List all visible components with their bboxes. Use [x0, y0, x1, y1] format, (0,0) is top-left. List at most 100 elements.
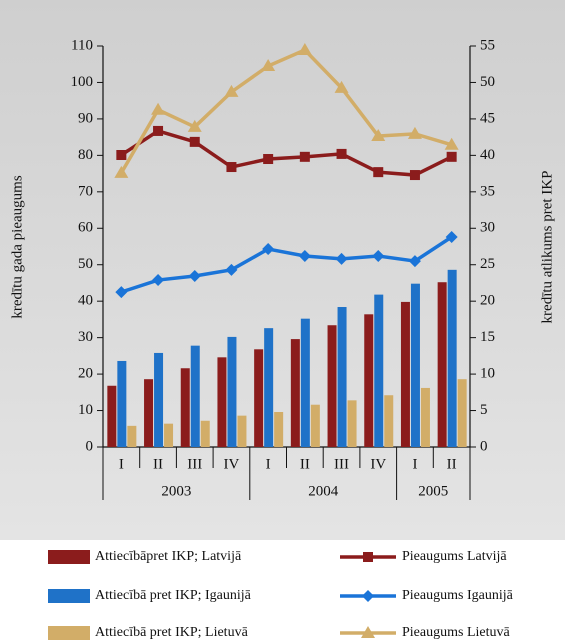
bar — [400, 301, 410, 447]
bar — [190, 345, 200, 447]
line-marker — [335, 252, 348, 265]
line-marker — [116, 149, 127, 160]
y-tick-label: 70 — [78, 183, 93, 199]
bar — [384, 395, 394, 447]
y-tick-label: 100 — [71, 74, 94, 90]
line — [120, 129, 453, 177]
chart-background — [0, 0, 565, 540]
bar — [347, 400, 357, 447]
line — [119, 47, 453, 174]
x-tick-label: III — [187, 456, 202, 472]
bar — [364, 314, 374, 447]
legend-marker — [361, 626, 375, 638]
line-marker — [297, 43, 312, 56]
line-marker — [152, 274, 165, 287]
y-tick-label: 50 — [78, 256, 93, 272]
line-marker — [299, 151, 310, 162]
y2-tick-label: 40 — [480, 147, 495, 163]
y-tick-label: 40 — [78, 293, 93, 309]
x-group-label: 2004 — [308, 483, 339, 499]
line-marker — [336, 148, 347, 159]
legend-marker — [363, 552, 373, 562]
bar — [374, 294, 384, 447]
line-marker — [226, 162, 237, 173]
bar — [410, 283, 420, 447]
legend-label: Pieaugums Igaunijā — [402, 588, 514, 603]
bar — [144, 379, 154, 447]
legend-label: Pieaugums Lietuvā — [402, 625, 510, 640]
x-group-label: 2005 — [418, 483, 448, 499]
bar — [164, 423, 174, 447]
line-marker — [446, 151, 457, 162]
bar — [300, 318, 310, 447]
bar — [447, 269, 457, 447]
bar — [200, 420, 210, 447]
y-tick-label: 10 — [78, 402, 93, 418]
line-marker — [153, 125, 164, 136]
bar — [254, 349, 264, 447]
line-marker — [187, 119, 202, 132]
y2-tick-label: 30 — [480, 220, 495, 236]
line-marker — [408, 255, 421, 268]
line-marker — [444, 137, 459, 150]
bar — [237, 415, 247, 447]
line-marker — [373, 167, 384, 178]
x-group-label: 2003 — [161, 483, 191, 499]
bar — [227, 336, 237, 447]
line-marker — [298, 249, 311, 262]
y-tick-label: 90 — [78, 110, 93, 126]
y2-tick-label: 15 — [480, 329, 495, 345]
bar — [217, 357, 227, 447]
bar — [117, 360, 127, 447]
legend-label: Attiecībā pret IKP; Lietuvā — [95, 625, 249, 640]
x-tick-label: II — [300, 456, 310, 472]
line-marker — [409, 170, 420, 181]
x-tick-label: I — [266, 456, 271, 472]
y2-tick-label: 0 — [480, 438, 488, 454]
bar — [327, 325, 337, 447]
bar — [107, 385, 117, 447]
y-tick-label: 80 — [78, 147, 93, 163]
y2-tick-label: 20 — [480, 293, 495, 309]
line-marker — [225, 263, 238, 276]
legend-label: Pieaugums Latvijā — [402, 549, 507, 564]
legend-label: Attiecībāpret IKP; Latvijā — [95, 549, 242, 564]
legend-swatch — [48, 626, 90, 640]
legend-swatch — [48, 550, 90, 564]
line-marker — [372, 249, 385, 262]
y2-tick-label: 55 — [480, 37, 495, 53]
bar — [420, 387, 430, 447]
x-tick-label: IV — [370, 456, 386, 472]
legend-swatch — [48, 589, 90, 603]
line-marker — [188, 270, 201, 283]
line-marker — [263, 154, 274, 165]
x-tick-label: II — [447, 456, 457, 472]
x-tick-label: IV — [224, 456, 240, 472]
y-axis-label: kredītu gada pieaugums — [9, 175, 25, 318]
bar — [274, 412, 284, 447]
line-marker — [262, 243, 275, 256]
x-tick-label: III — [334, 456, 349, 472]
legend-label: Attiecībā pret IKP; Igaunijā — [95, 588, 252, 603]
y2-tick-label: 5 — [480, 402, 488, 418]
line-marker — [407, 126, 422, 139]
line-marker — [114, 165, 129, 178]
bar — [264, 328, 274, 447]
line-marker — [189, 136, 200, 147]
line-marker — [151, 102, 166, 115]
x-tick-label: II — [153, 456, 163, 472]
bar — [290, 339, 300, 447]
y2-tick-label: 50 — [480, 74, 495, 90]
y-tick-label: 110 — [71, 37, 93, 53]
line-marker — [224, 84, 239, 97]
y2-axis-label: kredītu atlikums pret IKP — [539, 171, 555, 324]
line — [120, 235, 453, 294]
legend-marker — [362, 590, 374, 602]
line-marker — [445, 231, 458, 244]
y-tick-label: 20 — [78, 366, 93, 382]
bar — [154, 352, 164, 447]
bar — [457, 379, 467, 447]
y2-tick-label: 45 — [480, 110, 495, 126]
y2-tick-label: 25 — [480, 256, 495, 272]
